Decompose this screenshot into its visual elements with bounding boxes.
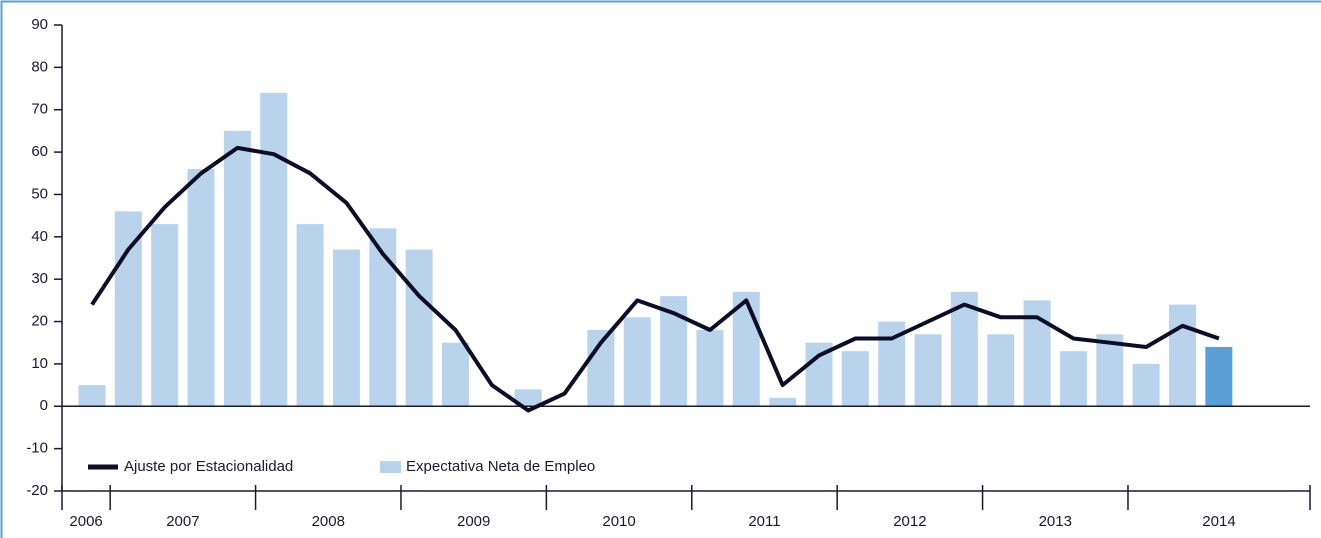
bar: [732, 291, 760, 407]
bar: [914, 334, 942, 407]
bar: [442, 342, 469, 407]
bar: [769, 397, 797, 407]
bar: [696, 330, 724, 407]
bar: [514, 389, 542, 407]
bar: [223, 130, 251, 407]
bar: [332, 249, 360, 407]
y-tick-label: -20: [26, 482, 48, 499]
bar: [151, 224, 179, 407]
x-tick-label: 2010: [602, 513, 635, 530]
y-tick-label: 20: [31, 313, 48, 330]
bar: [1169, 304, 1196, 407]
legend-label: Expectativa Neta de Empleo: [406, 458, 595, 475]
line: [90, 145, 1220, 413]
legend-label: Ajuste por Estacionalidad: [124, 458, 293, 475]
bar: [1059, 351, 1087, 407]
x-tick-label: 2011: [748, 513, 780, 530]
bar: [987, 334, 1015, 407]
x-tick-label: 2014: [1202, 513, 1235, 530]
y-tick-label: 90: [31, 16, 48, 33]
x-tick-label: 2008: [312, 513, 345, 530]
bar: [1132, 363, 1160, 407]
x-tick-label: 2013: [1039, 513, 1072, 530]
bar: [1205, 346, 1233, 407]
bar: [260, 92, 288, 407]
y-tick-label: 0: [40, 397, 48, 414]
bar: [405, 249, 433, 407]
x-tick-label: 2012: [893, 513, 926, 530]
bar: [187, 169, 215, 407]
bar: [841, 351, 869, 407]
x-tick-label: 2009: [457, 513, 490, 530]
legend-bar-swatch: [380, 461, 401, 473]
bar: [1096, 334, 1124, 407]
y-tick-label: 10: [31, 355, 48, 372]
y-tick-label: 30: [31, 270, 48, 287]
bar: [623, 317, 651, 407]
y-tick-label: 80: [31, 58, 48, 75]
y-tick-label: 40: [31, 228, 48, 245]
bar: [369, 228, 397, 407]
x-tick-label: 2006: [69, 513, 102, 530]
bar: [78, 385, 106, 407]
y-tick-label: 60: [31, 143, 48, 160]
x-tick-label: 2007: [166, 513, 199, 530]
bar: [296, 224, 324, 407]
y-tick-label: -10: [26, 440, 48, 457]
bar: [114, 211, 142, 407]
y-tick-label: 50: [31, 185, 48, 202]
y-tick-label: 70: [31, 101, 48, 118]
